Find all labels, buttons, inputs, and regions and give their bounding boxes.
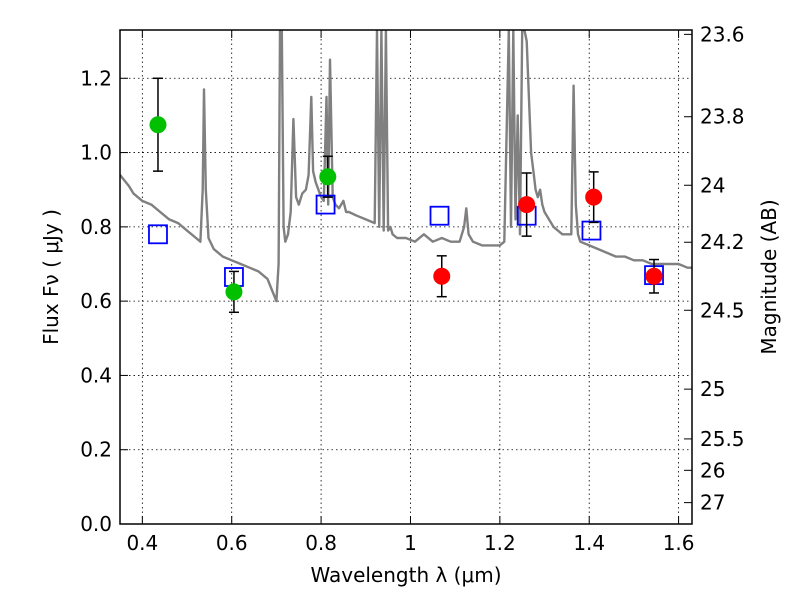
y2-tick-label: 23.6 bbox=[700, 22, 745, 46]
x-axis-label: Wavelength λ (μm) bbox=[310, 563, 501, 587]
nir-point bbox=[585, 188, 603, 206]
optical-point bbox=[149, 116, 167, 134]
y-tick-label: 0.0 bbox=[80, 512, 112, 536]
y-tick-label: 1.0 bbox=[80, 141, 112, 165]
y-tick-label: 0.6 bbox=[80, 289, 112, 313]
y2-tick-label: 24 bbox=[700, 173, 725, 197]
y2-tick-label: 27 bbox=[700, 491, 725, 515]
x-tick-label: 0.8 bbox=[305, 531, 337, 555]
y-tick-label: 0.4 bbox=[80, 363, 112, 387]
y2-tick-label: 24.5 bbox=[700, 298, 745, 322]
x-tick-label: 0.6 bbox=[216, 531, 248, 555]
y2-tick-label: 24.2 bbox=[700, 230, 745, 254]
optical-point bbox=[319, 168, 337, 186]
x-tick-label: 0.4 bbox=[126, 531, 158, 555]
x-tick-label: 1.2 bbox=[484, 531, 516, 555]
y2-axis-label: Magnitude (AB) bbox=[757, 199, 781, 354]
y2-tick-label: 26 bbox=[700, 458, 725, 482]
model-point bbox=[581, 220, 602, 241]
tick-labels: 0.4 0.6 0.8 1 1.2 1.4 1.6 0.0 0.2 0.4 0.6 0.8 1.0 1.2… bbox=[80, 22, 744, 555]
y-axis-label: Flux Fν ( μJy ) bbox=[39, 209, 63, 345]
y2-tick-label: 23.8 bbox=[700, 105, 745, 129]
model-point bbox=[148, 224, 168, 245]
y2-tick-label: 25.5 bbox=[700, 427, 745, 451]
model-point bbox=[429, 205, 450, 226]
y2-tick-label: 25 bbox=[700, 377, 725, 401]
y-tick-label: 0.8 bbox=[80, 215, 112, 239]
nir-point bbox=[645, 267, 663, 285]
optical-point bbox=[225, 283, 243, 301]
nir-point bbox=[433, 267, 451, 285]
plot-frame bbox=[119, 29, 693, 525]
x-tick-label: 1.6 bbox=[663, 531, 695, 555]
x-tick-label: 1 bbox=[404, 531, 417, 555]
plot-background bbox=[120, 30, 692, 524]
nir-point bbox=[518, 196, 536, 214]
model-point bbox=[315, 194, 336, 215]
y-tick-label: 0.2 bbox=[80, 438, 112, 462]
y-tick-label: 1.2 bbox=[80, 66, 112, 90]
x-tick-label: 1.4 bbox=[573, 531, 605, 555]
spectrum-line bbox=[120, 30, 692, 303]
plot-area bbox=[120, 30, 692, 314]
